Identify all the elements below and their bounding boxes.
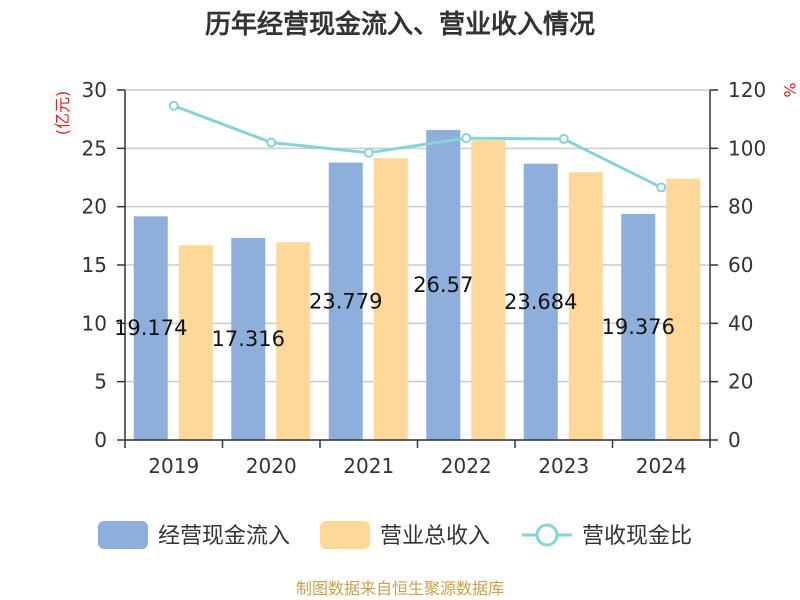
legend-label-0: 经营现金流入 (158, 524, 290, 549)
legend-label-2: 营收现金比 (582, 524, 692, 549)
bar-revenue-2023 (568, 172, 603, 440)
x-tick-label: 2020 (246, 454, 297, 478)
ratio-point-2021 (363, 147, 374, 158)
y-left-tick-label: 5 (94, 370, 107, 394)
y-right-tick-label: 0 (728, 428, 741, 452)
data-label-cash-inflow-2023: 23.684 (504, 290, 577, 314)
data-label-cash-inflow-2020: 17.316 (212, 327, 285, 351)
x-tick-label: 2024 (636, 454, 687, 478)
data-label-cash-inflow-2019: 19.174 (114, 316, 187, 340)
y-left-tick-label: 15 (82, 253, 107, 277)
bar-cash-inflow-2024 (621, 213, 656, 440)
bar-revenue-2022 (471, 140, 506, 440)
bar-cash-inflow-2023 (523, 163, 558, 441)
data-label-cash-inflow-2022: 26.57 (413, 273, 473, 297)
chart-title: 历年经营现金流入、营业收入情况 (205, 9, 595, 40)
data-label-cash-inflow-2024: 19.376 (602, 315, 675, 339)
legend-label-1: 营业总收入 (380, 524, 490, 549)
legend-swatch-1 (320, 521, 370, 549)
y-left-tick-label: 0 (94, 428, 107, 452)
y-right-tick-label: 60 (728, 253, 753, 277)
source-note: 制图数据来自恒生聚源数据库 (296, 579, 504, 598)
ratio-point-2023 (558, 134, 569, 144)
bar-cash-inflow-2022 (426, 130, 461, 440)
legend: 经营现金流入 营业总收入 营收现金比 (98, 521, 692, 549)
x-tick-label: 2022 (441, 454, 492, 478)
y-left-tick-label: 25 (82, 136, 107, 160)
ratio-point-2022 (461, 133, 472, 144)
y-right-tick-label: 80 (728, 195, 753, 219)
bar-revenue-2024 (666, 178, 701, 440)
y-left-tick-label: 20 (82, 195, 107, 219)
x-tick-label: 2019 (148, 454, 199, 478)
axes: 0 5 10 15 20 25 30 0 20 40 60 80 100 120 2019 2020 2021 2… (82, 78, 767, 478)
bar-cash-inflow-2021 (328, 162, 363, 440)
ratio-point-2020 (266, 137, 277, 148)
y-right-tick-label: 40 (728, 311, 753, 335)
bar-cash-inflow-2019 (133, 216, 168, 440)
bar-revenue-2020 (276, 242, 311, 440)
ratio-point-2019 (168, 100, 179, 111)
ratio-point-2024 (656, 182, 667, 193)
y-right-tick-label: 120 (728, 78, 766, 102)
bar-cash-inflow-2020 (231, 237, 266, 440)
legend-swatch-marker (535, 523, 559, 547)
y-right-unit-label: % (780, 82, 799, 97)
data-label-cash-inflow-2021: 23.779 (309, 289, 382, 313)
bar-revenue-2019 (178, 245, 213, 440)
x-tick-label: 2023 (538, 454, 589, 478)
y-right-tick-label: 20 (728, 370, 753, 394)
ratio-line (168, 100, 667, 193)
bars (133, 130, 701, 441)
x-tick-label: 2021 (343, 454, 394, 478)
grid (125, 89, 710, 441)
data-labels: 19.174 17.316 23.779 26.57 23.684 19.376 (114, 273, 675, 351)
y-left-unit-label: (亿元) (53, 91, 72, 136)
bar-revenue-2021 (373, 158, 408, 440)
legend-swatch-0 (98, 521, 148, 549)
y-left-tick-label: 10 (82, 311, 107, 335)
y-right-tick-label: 100 (728, 136, 766, 160)
ratio-line-path (173, 104, 662, 189)
y-left-tick-label: 30 (82, 78, 107, 102)
